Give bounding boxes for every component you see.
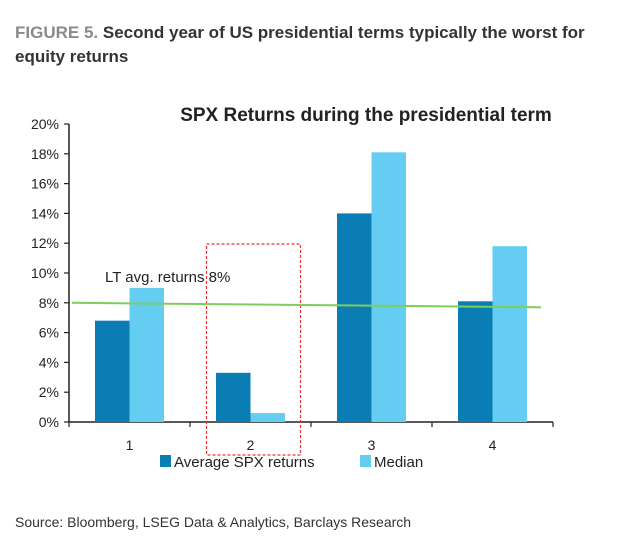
y-tick-label: 14% xyxy=(31,205,59,221)
figure-title: Second year of US presidential terms typ… xyxy=(15,23,585,66)
y-tick-label: 12% xyxy=(31,235,59,251)
y-tick-label: 4% xyxy=(39,354,59,370)
source-note: Source: Bloomberg, LSEG Data & Analytics… xyxy=(15,514,412,530)
bar-average-1 xyxy=(95,320,130,422)
bar-median-1 xyxy=(129,287,164,422)
figure-label: FIGURE 5. xyxy=(15,23,99,42)
bar-average-2 xyxy=(216,372,251,422)
bar-average-3 xyxy=(337,213,372,422)
lt-average-label: LT avg. returns 8% xyxy=(105,269,230,286)
y-tick-label: 6% xyxy=(39,325,59,341)
y-tick-label: 0% xyxy=(39,414,59,430)
x-tick-label: 1 xyxy=(126,437,134,453)
legend-label-average: Average SPX returns xyxy=(174,454,315,471)
legend-swatch-median xyxy=(360,455,371,467)
y-tick-label: 20% xyxy=(31,116,59,132)
chart-title: SPX Returns during the presidential term xyxy=(180,105,552,126)
y-tick-label: 8% xyxy=(39,295,59,311)
lt-average-line xyxy=(71,301,542,309)
figure-caption: FIGURE 5. Second year of US presidential… xyxy=(15,21,625,69)
bar-average-4 xyxy=(458,301,493,422)
x-tick-label: 4 xyxy=(489,437,497,453)
legend-label-median: Median xyxy=(374,454,423,471)
x-tick-label: 2 xyxy=(247,437,255,453)
highlight-box xyxy=(205,243,302,456)
bar-median-2 xyxy=(250,413,285,422)
y-tick-label: 10% xyxy=(31,265,59,281)
y-tick-label: 16% xyxy=(31,176,59,192)
x-tick-label: 3 xyxy=(368,437,376,453)
bar-median-4 xyxy=(492,246,527,422)
legend-swatch-average xyxy=(160,455,171,467)
y-tick-label: 18% xyxy=(31,146,59,162)
bar-median-3 xyxy=(371,152,406,422)
y-tick-label: 2% xyxy=(39,384,59,400)
